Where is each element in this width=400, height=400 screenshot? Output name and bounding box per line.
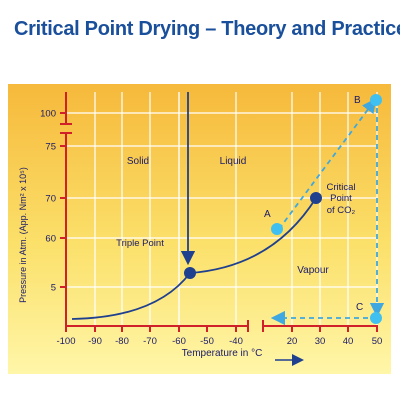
- y-tick-label: 70: [45, 194, 56, 205]
- point-a-marker: [271, 223, 283, 235]
- x-tick-label: -100: [56, 336, 75, 347]
- path-a-to-b: [278, 98, 377, 230]
- point-c-label: C: [356, 302, 363, 313]
- region-liquid: Liquid: [220, 156, 247, 167]
- sublimation-curve: [71, 272, 191, 320]
- triple-point-label: Triple Point: [116, 238, 164, 249]
- critical-point-marker: [310, 192, 322, 204]
- x-tick-label: -40: [229, 336, 243, 347]
- x-tick-label: -60: [172, 336, 186, 347]
- point-b-label: B: [354, 95, 361, 106]
- x-tick-label: -70: [143, 336, 157, 347]
- drying-path: [270, 98, 385, 326]
- vaporization-curve: [189, 197, 317, 274]
- critical-point-label-line1: Critical: [326, 182, 355, 193]
- y-tick-labels: 100 75 70 60 5: [40, 109, 66, 294]
- critical-point-label-line3: of CO₂: [327, 205, 356, 216]
- x-tick-labels: -100 -90 -80 -70 -60 -50 -40 20 30 40 50: [56, 326, 382, 347]
- region-vapour: Vapour: [297, 265, 329, 276]
- point-a-label: A: [264, 209, 271, 220]
- y-tick-label: 60: [45, 234, 56, 245]
- region-solid: Solid: [127, 156, 149, 167]
- point-b-marker: [370, 94, 382, 106]
- triple-point-marker: [184, 267, 196, 279]
- x-tick-label: 20: [287, 336, 298, 347]
- page-title: Critical Point Drying – Theory and Pract…: [14, 18, 400, 40]
- x-tick-label: -50: [200, 336, 214, 347]
- y-tick-label: 100: [40, 109, 56, 120]
- x-tick-label: -80: [115, 336, 129, 347]
- critical-point-label-line2: Point: [330, 193, 352, 204]
- x-axis-label: Temperature in °C: [182, 348, 263, 359]
- x-tick-label: 50: [372, 336, 383, 347]
- y-tick-label: 5: [51, 283, 56, 294]
- y-axis-label: Pressure in Atm. (App. Nm² x 10⁵): [18, 167, 28, 303]
- y-tick-label: 75: [45, 142, 56, 153]
- point-c-marker: [370, 312, 382, 324]
- x-tick-label: 40: [343, 336, 354, 347]
- x-tick-label: 30: [315, 336, 326, 347]
- x-tick-label: -90: [88, 336, 102, 347]
